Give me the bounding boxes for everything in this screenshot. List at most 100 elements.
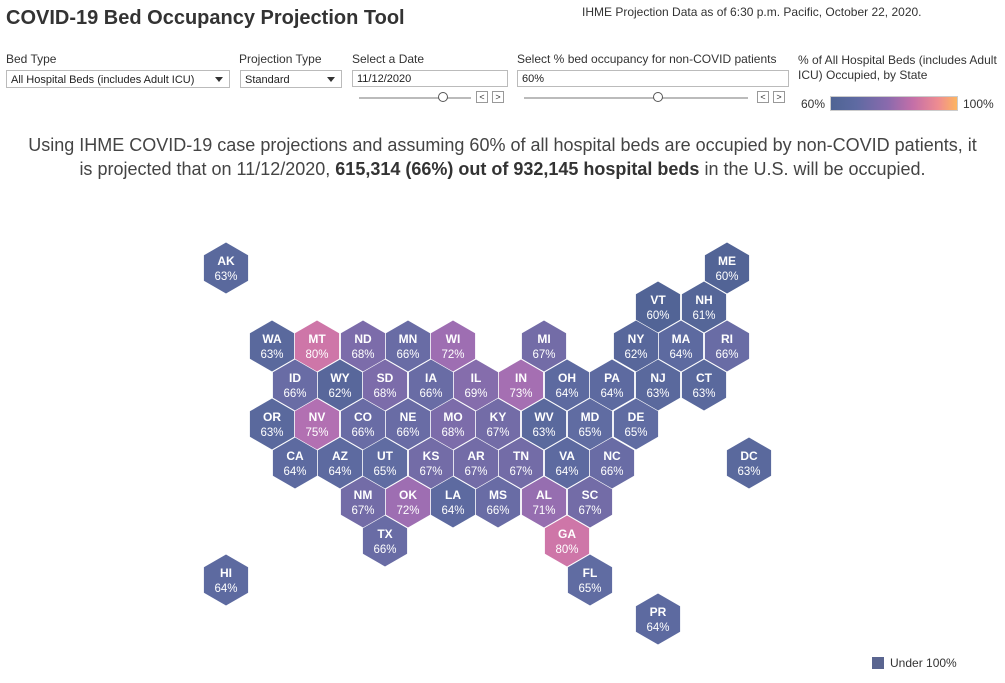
state-percent: 63% <box>260 349 283 361</box>
state-hex-nm[interactable]: NM 67% <box>340 476 386 528</box>
bed-type-dropdown[interactable]: All Hospital Beds (includes Adult ICU) <box>6 70 230 88</box>
state-hex-ok[interactable]: OK 72% <box>385 476 431 528</box>
state-code: WI <box>446 332 461 346</box>
state-hex-shape <box>589 359 635 411</box>
state-code: OR <box>263 410 281 424</box>
state-percent: 66% <box>715 349 738 361</box>
state-code: PR <box>650 605 667 619</box>
occupancy-next-button[interactable]: > <box>773 91 785 103</box>
state-hex-nc[interactable]: NC 66% <box>589 437 635 489</box>
state-hex-az[interactable]: AZ 64% <box>317 437 363 489</box>
state-hex-me[interactable]: ME 60% <box>704 242 750 294</box>
state-code: CA <box>286 449 304 463</box>
state-hex-nd[interactable]: ND 68% <box>340 320 386 372</box>
state-code: GA <box>558 527 576 541</box>
date-input[interactable]: 11/12/2020 <box>352 70 508 87</box>
state-hex-va[interactable]: VA 64% <box>544 437 590 489</box>
state-hex-dc[interactable]: DC 63% <box>726 437 772 489</box>
state-percent: 65% <box>578 427 601 439</box>
summary-text-post: in the U.S. will be occupied. <box>699 159 926 179</box>
occupancy-slider-track[interactable] <box>524 97 748 99</box>
state-hex-shape <box>613 398 659 450</box>
state-hex-ma[interactable]: MA 64% <box>658 320 704 372</box>
state-hex-nj[interactable]: NJ 63% <box>635 359 681 411</box>
state-hex-ri[interactable]: RI 66% <box>704 320 750 372</box>
state-hex-mo[interactable]: MO 68% <box>430 398 476 450</box>
state-hex-ut[interactable]: UT 65% <box>362 437 408 489</box>
state-hex-tx[interactable]: TX 66% <box>362 515 408 567</box>
state-hex-pr[interactable]: PR 64% <box>635 593 681 645</box>
state-hex-shape <box>317 437 363 489</box>
state-hex-ky[interactable]: KY 67% <box>475 398 521 450</box>
state-percent: 80% <box>555 544 578 556</box>
state-hex-ne[interactable]: NE 66% <box>385 398 431 450</box>
state-code: AZ <box>332 449 348 463</box>
state-hex-shape <box>589 437 635 489</box>
occupancy-slider-thumb[interactable] <box>653 92 663 102</box>
state-hex-pa[interactable]: PA 64% <box>589 359 635 411</box>
state-percent: 64% <box>283 466 306 478</box>
state-hex-ia[interactable]: IA 66% <box>408 359 454 411</box>
state-code: AR <box>467 449 485 463</box>
state-hex-shape <box>726 437 772 489</box>
state-percent: 69% <box>464 388 487 400</box>
date-slider-track[interactable] <box>359 97 471 99</box>
state-percent: 66% <box>419 388 442 400</box>
occupancy-prev-button[interactable]: < <box>757 91 769 103</box>
chevron-down-icon <box>215 77 223 82</box>
state-hex-mi[interactable]: MI 67% <box>521 320 567 372</box>
state-percent: 66% <box>283 388 306 400</box>
state-hex-ny[interactable]: NY 62% <box>613 320 659 372</box>
state-hex-il[interactable]: IL 69% <box>453 359 499 411</box>
state-hex-md[interactable]: MD 65% <box>567 398 613 450</box>
date-slider-thumb[interactable] <box>438 92 448 102</box>
date-prev-button[interactable]: < <box>476 91 488 103</box>
state-hex-wv[interactable]: WV 63% <box>521 398 567 450</box>
state-hex-ak[interactable]: AK 63% <box>203 242 249 294</box>
occupancy-input[interactable]: 60% <box>517 70 789 87</box>
state-hex-ar[interactable]: AR 67% <box>453 437 499 489</box>
state-hex-mn[interactable]: MN 66% <box>385 320 431 372</box>
state-hex-sd[interactable]: SD 68% <box>362 359 408 411</box>
state-hex-ca[interactable]: CA 64% <box>272 437 318 489</box>
legend-max-label: 100% <box>963 97 994 111</box>
state-hex-oh[interactable]: OH 64% <box>544 359 590 411</box>
state-hex-wa[interactable]: WA 63% <box>249 320 295 372</box>
state-hex-ms[interactable]: MS 66% <box>475 476 521 528</box>
state-hex-ct[interactable]: CT 63% <box>681 359 727 411</box>
state-hex-shape <box>498 359 544 411</box>
state-hex-id[interactable]: ID 66% <box>272 359 318 411</box>
state-hex-wy[interactable]: WY 62% <box>317 359 363 411</box>
state-hex-shape <box>475 398 521 450</box>
state-percent: 63% <box>214 271 237 283</box>
state-percent: 67% <box>486 427 509 439</box>
state-hex-sc[interactable]: SC 67% <box>567 476 613 528</box>
state-code: ND <box>354 332 372 346</box>
state-hex-co[interactable]: CO 66% <box>340 398 386 450</box>
state-hex-la[interactable]: LA 64% <box>430 476 476 528</box>
state-hex-de[interactable]: DE 65% <box>613 398 659 450</box>
state-percent: 67% <box>419 466 442 478</box>
state-hex-tn[interactable]: TN 67% <box>498 437 544 489</box>
date-next-button[interactable]: > <box>492 91 504 103</box>
state-hex-al[interactable]: AL 71% <box>521 476 567 528</box>
state-hex-ga[interactable]: GA 80% <box>544 515 590 567</box>
state-code: OH <box>558 371 576 385</box>
state-code: VA <box>559 449 575 463</box>
state-hex-shape <box>203 242 249 294</box>
state-hex-mt[interactable]: MT 80% <box>294 320 340 372</box>
state-hex-vt[interactable]: VT 60% <box>635 281 681 333</box>
state-hex-shape <box>294 320 340 372</box>
state-hex-nv[interactable]: NV 75% <box>294 398 340 450</box>
legend-color-scale <box>830 96 958 111</box>
state-hex-or[interactable]: OR 63% <box>249 398 295 450</box>
state-hex-wi[interactable]: WI 72% <box>430 320 476 372</box>
state-hex-in[interactable]: IN 73% <box>498 359 544 411</box>
projection-type-dropdown[interactable]: Standard <box>240 70 342 88</box>
state-hex-fl[interactable]: FL 65% <box>567 554 613 606</box>
state-hex-nh[interactable]: NH 61% <box>681 281 727 333</box>
page-title: COVID-19 Bed Occupancy Projection Tool <box>6 7 405 29</box>
legend-title: % of All Hospital Beds (includes Adult I… <box>798 53 997 82</box>
state-hex-ks[interactable]: KS 67% <box>408 437 454 489</box>
state-hex-hi[interactable]: HI 64% <box>203 554 249 606</box>
